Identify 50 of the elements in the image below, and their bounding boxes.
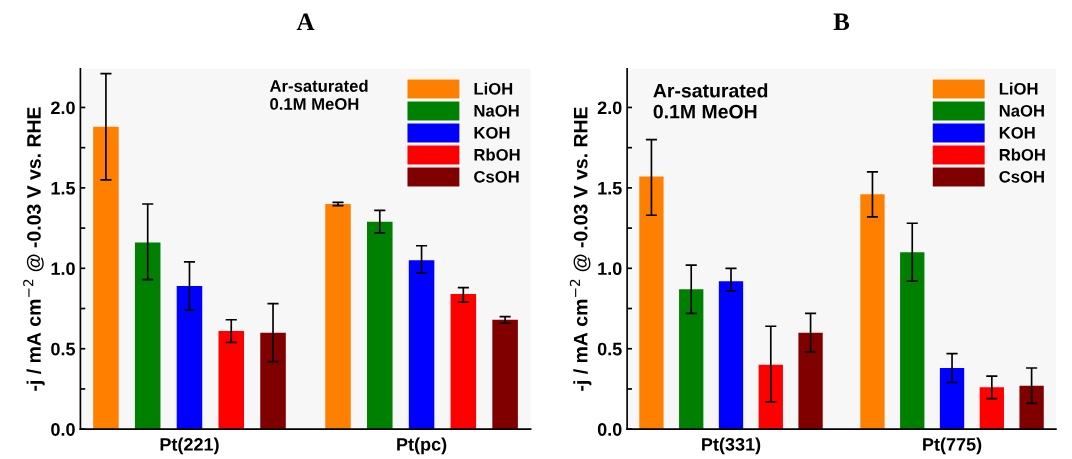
bar [860,194,885,430]
legend-label: NaOH [999,104,1044,117]
bar [408,260,435,430]
y-axis-title: -j / mA cm$^{−2}$ @ -0.03 V vs. RHE [569,107,592,391]
bar [93,126,119,430]
legend-label: CsOH [999,170,1044,183]
y-tick-label: 1.0 [51,262,75,276]
y-axis-title: -j / mA cm$^{−2}$ @ -0.03 V vs. RHE [23,107,45,391]
bar [367,221,393,430]
bar [260,332,286,430]
legend-label: RbOH [999,148,1045,161]
y-tick-label: 1.5 [51,182,76,195]
bar [718,281,744,430]
bar [979,387,1004,430]
legend-label: KOH [474,126,510,139]
y-tick-label: 2.0 [597,101,622,115]
x-tick-label: Pt(221) [160,437,219,455]
y-tick-label: 0.0 [597,423,622,436]
bar [492,319,518,430]
y-tick-label: 0.0 [51,423,75,436]
x-tick-label: Pt(331) [702,437,761,455]
bar [325,203,351,430]
x-tick-label: Pt(pc) [397,437,447,455]
bar [639,176,664,430]
bar [679,289,704,430]
y-tick-label: 1.0 [598,262,622,276]
y-tick-label: 1.5 [598,182,622,195]
legend-label: LiOH [474,82,513,95]
bar [758,364,783,430]
annotation: Ar-saturated 0.1M MeOH [653,83,768,119]
y-tick-label: 0.5 [51,342,76,356]
legend-label: RbOH [474,148,520,161]
legend-label: NaOH [474,104,519,117]
chart-title: A [296,13,315,30]
bar [218,331,245,430]
legend-label: LiOH [999,82,1038,95]
bar [176,286,203,430]
bar [134,242,161,430]
annotation: Ar-saturated 0.1M MeOH [269,79,368,110]
bar [450,294,477,430]
y-tick-label: 0.5 [597,342,622,356]
bar [798,332,823,430]
y-tick-label: 2.0 [51,101,75,115]
bar [900,252,925,430]
chart-title: B [833,13,850,31]
legend-label: KOH [999,126,1035,139]
bar [1019,385,1044,430]
legend-label: CsOH [474,170,519,183]
x-tick-label: Pt(775) [923,437,982,455]
bar [939,368,965,430]
